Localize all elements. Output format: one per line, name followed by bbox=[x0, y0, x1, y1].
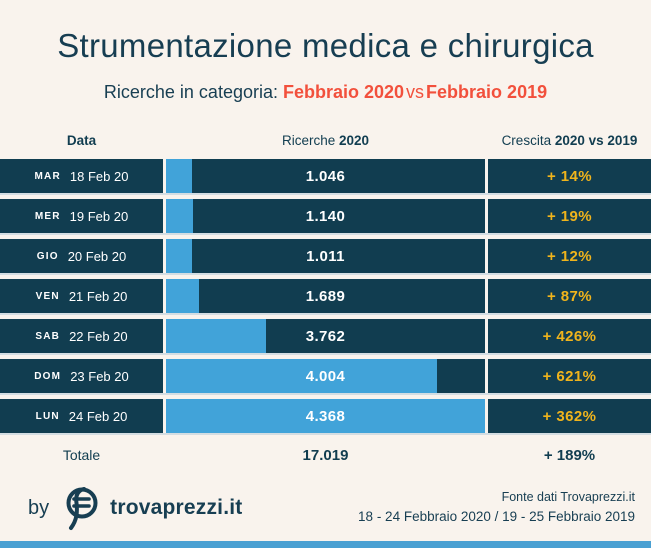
trovaprezzi-logo-icon bbox=[62, 486, 102, 537]
table-row-sab: SAB 22 Feb 20 3.762 + 426% bbox=[0, 319, 651, 353]
date-cell: LUN 24 Feb 20 bbox=[0, 399, 163, 433]
growth-label: + 14% bbox=[547, 167, 592, 185]
value-bar bbox=[166, 399, 485, 433]
day-label: DOM bbox=[34, 370, 62, 382]
date-label: 23 Feb 20 bbox=[70, 368, 129, 384]
date-label: 19 Feb 20 bbox=[69, 208, 129, 224]
growth-cell: + 87% bbox=[488, 279, 651, 313]
value-label: 1.046 bbox=[305, 167, 346, 185]
value-label: 1.140 bbox=[305, 207, 346, 225]
value-bar bbox=[166, 159, 193, 193]
column-header-ricerche: Ricerche 2020 bbox=[281, 132, 370, 148]
day-label: LUN bbox=[35, 410, 60, 422]
date-cell: GIO 20 Feb 20 bbox=[0, 239, 163, 273]
value-cell: 1.046 bbox=[166, 159, 485, 193]
subtitle-period-2019: Febbraio 2019 bbox=[426, 82, 548, 102]
date-label: 24 Feb 20 bbox=[68, 408, 128, 424]
date-cell: DOM 23 Feb 20 bbox=[0, 359, 163, 393]
growth-label: + 621% bbox=[542, 367, 597, 385]
growth-cell: + 621% bbox=[488, 359, 651, 393]
date-cell: VEN 21 Feb 20 bbox=[0, 279, 163, 313]
page-title: Strumentazione medica e chirurgica bbox=[57, 27, 594, 64]
day-label: SAB bbox=[35, 330, 61, 342]
day-label: GIO bbox=[36, 250, 59, 262]
value-label: 1.689 bbox=[305, 287, 346, 305]
subtitle-period-2020: Febbraio 2020 bbox=[282, 82, 405, 102]
growth-cell: + 19% bbox=[488, 199, 651, 233]
bottom-accent-strip bbox=[0, 541, 651, 548]
growth-label: + 87% bbox=[547, 287, 592, 305]
value-cell: 1.689 bbox=[166, 279, 485, 313]
value-label: 4.004 bbox=[305, 367, 346, 385]
footer: by trovaprezzi.it Fonte dati Trovaprezzi… bbox=[0, 482, 651, 534]
table-row-mar: MAR 18 Feb 20 1.046 + 14% bbox=[0, 159, 651, 193]
growth-cell: + 426% bbox=[488, 319, 651, 353]
subtitle-prefix: Ricerche in categoria: bbox=[103, 82, 283, 102]
total-label: Totale bbox=[62, 447, 101, 463]
brand-block: by trovaprezzi.it bbox=[28, 480, 242, 537]
value-bar bbox=[166, 279, 199, 313]
page-subtitle: Ricerche in categoria: Febbraio 2020 vs Fe… bbox=[0, 82, 651, 103]
growth-cell: + 12% bbox=[488, 239, 651, 273]
day-label: MER bbox=[34, 210, 61, 222]
column-header-data: Data bbox=[66, 132, 97, 148]
day-label: MAR bbox=[34, 170, 61, 182]
value-label: 3.762 bbox=[305, 327, 346, 345]
value-cell: 4.004 bbox=[166, 359, 485, 393]
table-row-ven: VEN 21 Feb 20 1.689 + 87% bbox=[0, 279, 651, 313]
growth-label: + 362% bbox=[542, 407, 597, 425]
growth-label: + 426% bbox=[542, 327, 597, 345]
column-header-crescita: Crescita 2020 vs 2019 bbox=[501, 132, 638, 148]
value-label: 4.368 bbox=[305, 407, 346, 425]
by-label: by bbox=[28, 496, 50, 519]
table-row-lun: LUN 24 Feb 20 4.368 + 362% bbox=[0, 399, 651, 433]
value-bar bbox=[166, 319, 266, 353]
date-cell: MAR 18 Feb 20 bbox=[0, 159, 163, 193]
date-label: 21 Feb 20 bbox=[68, 288, 128, 304]
value-label: 1.011 bbox=[306, 247, 345, 265]
value-bar bbox=[166, 199, 194, 233]
date-label: 18 Feb 20 bbox=[69, 168, 129, 184]
day-label: VEN bbox=[35, 290, 60, 302]
source-line1: Fonte dati Trovaprezzi.it bbox=[501, 489, 635, 504]
total-growth: + 189% bbox=[543, 446, 596, 464]
brand-name: trovaprezzi.it bbox=[110, 496, 243, 519]
date-cell: MER 19 Feb 20 bbox=[0, 199, 163, 233]
table-row-mer: MER 19 Feb 20 1.140 + 19% bbox=[0, 199, 651, 233]
growth-cell: + 362% bbox=[488, 399, 651, 433]
value-cell: 1.011 bbox=[166, 239, 485, 273]
growth-label: + 12% bbox=[547, 247, 592, 265]
value-cell: 3.762 bbox=[166, 319, 485, 353]
source-line2: 18 - 24 Febbraio 2020 / 19 - 25 Febbraio… bbox=[358, 509, 635, 525]
date-label: 22 Feb 20 bbox=[69, 328, 128, 344]
date-label: 20 Feb 20 bbox=[67, 248, 127, 264]
total-row: Totale 17.019 + 189% bbox=[0, 439, 651, 471]
table-body: MAR 18 Feb 20 1.046 + 14% MER 19 Feb 20 1.… bbox=[0, 159, 651, 433]
subtitle-vs: vs bbox=[406, 82, 425, 102]
source-block: Fonte dati Trovaprezzi.it 18 - 24 Febbra… bbox=[358, 488, 635, 528]
growth-label: + 19% bbox=[547, 207, 592, 225]
value-bar bbox=[166, 239, 193, 273]
table-row-dom: DOM 23 Feb 20 4.004 + 621% bbox=[0, 359, 651, 393]
total-value: 17.019 bbox=[302, 446, 349, 464]
value-cell: 4.368 bbox=[166, 399, 485, 433]
date-cell: SAB 22 Feb 20 bbox=[0, 319, 163, 353]
table-header: Data Ricerche 2020 Crescita 2020 vs 2019 bbox=[0, 127, 651, 153]
value-cell: 1.140 bbox=[166, 199, 485, 233]
table-row-gio: GIO 20 Feb 20 1.011 + 12% bbox=[0, 239, 651, 273]
value-bar bbox=[166, 359, 438, 393]
growth-cell: + 14% bbox=[488, 159, 651, 193]
